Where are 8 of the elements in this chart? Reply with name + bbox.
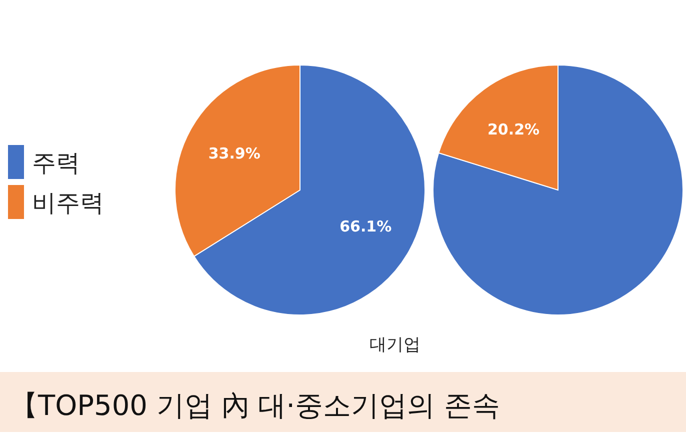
legend-label: 비주력 — [32, 189, 104, 217]
data-label: 20.2% — [488, 120, 540, 139]
data-label: 66.1% — [340, 217, 392, 236]
pie-slice — [432, 64, 684, 316]
text: 【TOP500 기업 內 대·중소기업의 존속 — [10, 389, 500, 422]
data-label: 33.9% — [208, 144, 260, 163]
text: 대기업 — [370, 335, 420, 355]
legend-label: 주력 — [32, 149, 80, 177]
